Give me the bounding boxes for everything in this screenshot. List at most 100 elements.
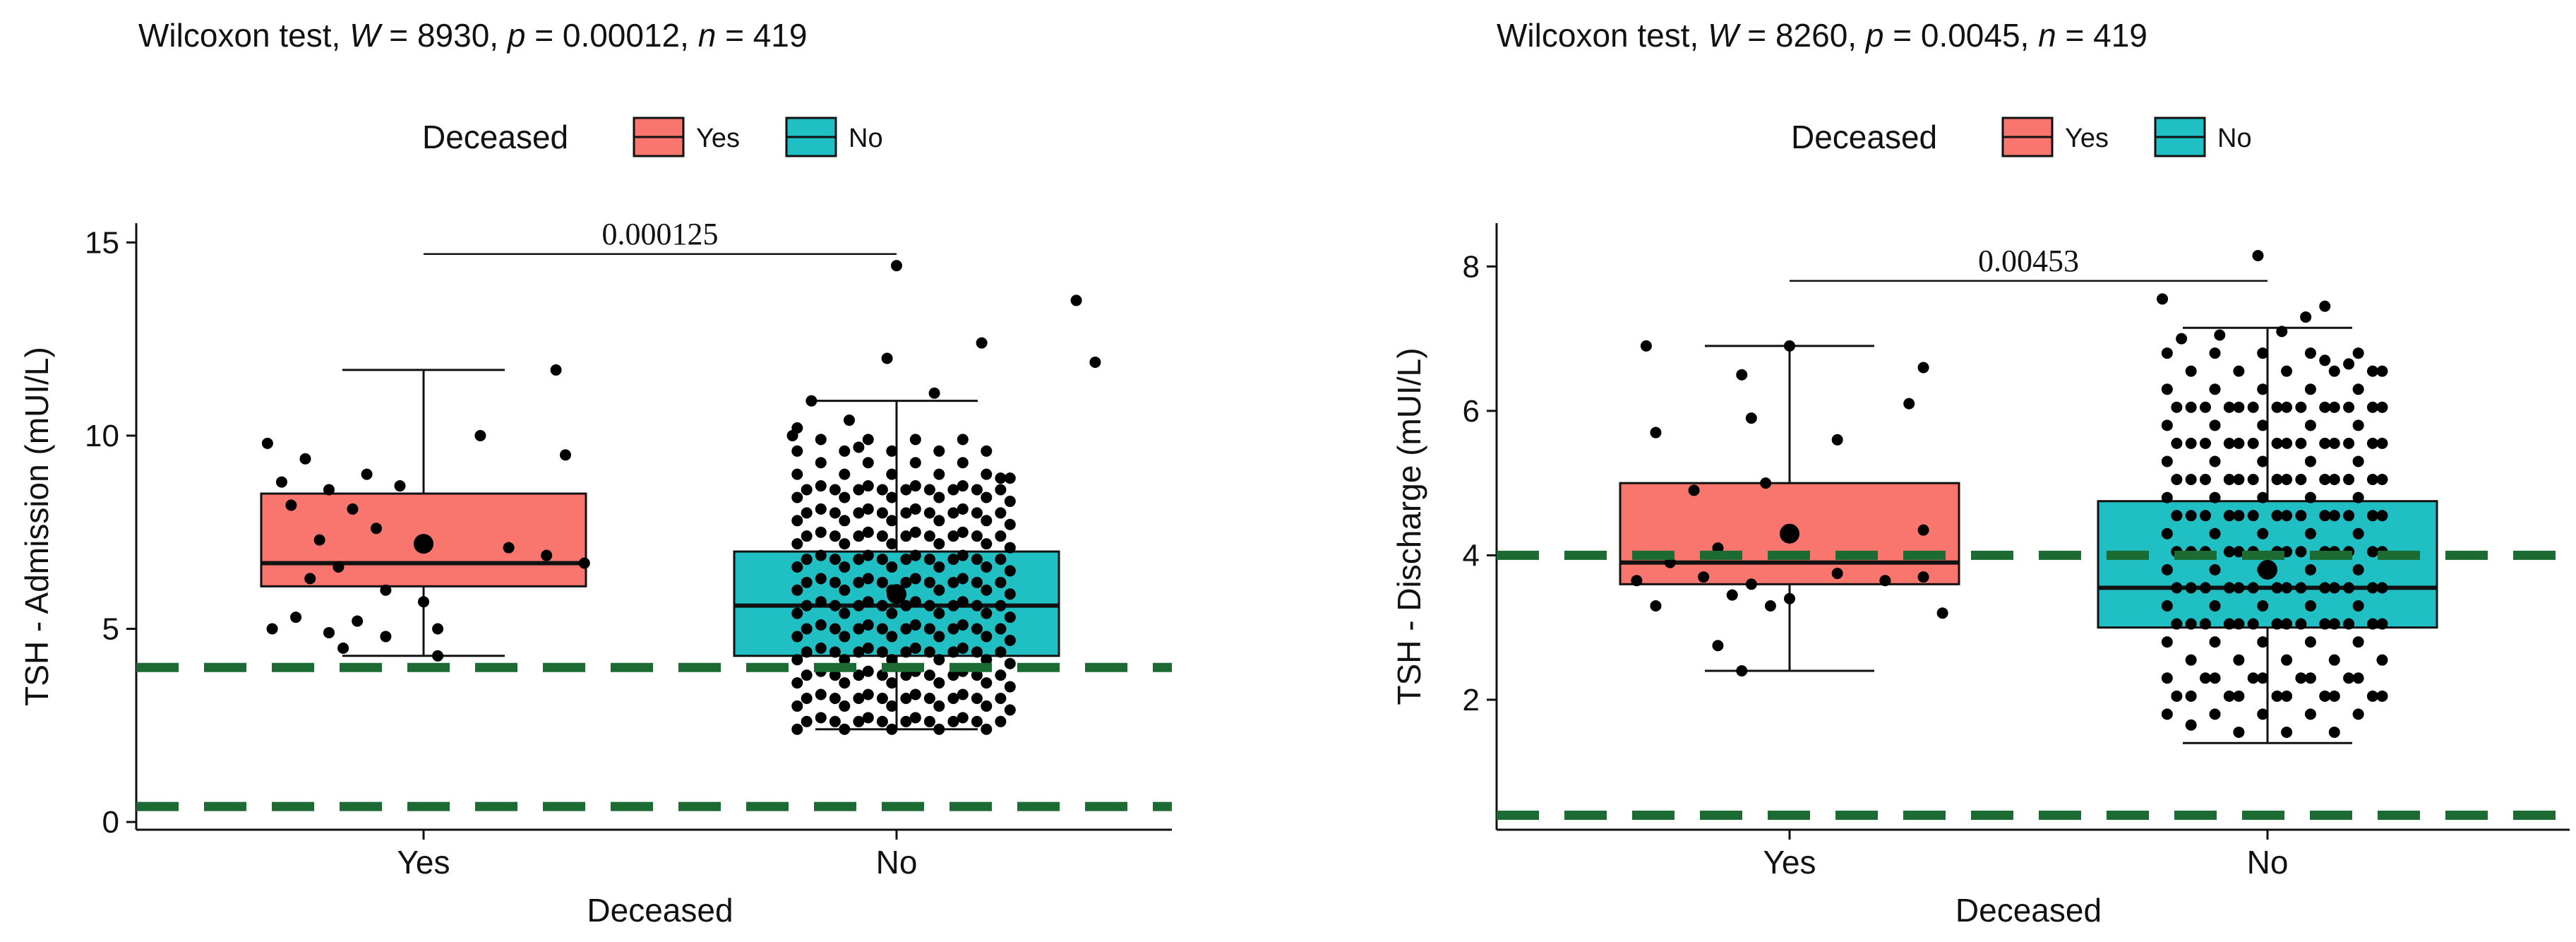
data-point	[933, 515, 945, 527]
data-point	[876, 554, 888, 566]
data-point	[815, 688, 827, 700]
data-point	[981, 584, 993, 596]
data-point	[2161, 491, 2173, 503]
data-point	[1784, 592, 1795, 604]
data-point	[791, 445, 803, 457]
data-point	[2271, 510, 2283, 522]
data-point	[2328, 618, 2340, 630]
data-point	[976, 337, 988, 349]
data-point	[2171, 474, 2183, 486]
data-point	[900, 669, 912, 681]
data-point	[981, 515, 993, 527]
chart-title: Wilcoxon test, W = 8930, p = 0.00012, n …	[138, 17, 807, 54]
data-point	[791, 422, 803, 434]
data-point	[839, 584, 851, 596]
mean-point-no	[2258, 559, 2277, 580]
data-point	[1004, 634, 1016, 646]
data-point	[957, 573, 969, 585]
data-point	[2161, 636, 2173, 648]
data-point	[2161, 708, 2173, 720]
data-point	[886, 491, 898, 503]
data-point	[933, 654, 945, 666]
data-point	[957, 596, 969, 608]
title-part: = 419	[716, 17, 807, 54]
data-point	[853, 441, 865, 453]
data-point	[853, 600, 865, 612]
data-point	[2343, 582, 2355, 594]
data-point	[2295, 546, 2307, 558]
data-point	[2209, 383, 2221, 395]
data-point	[2366, 365, 2378, 377]
data-point	[2223, 437, 2235, 449]
data-point	[791, 515, 803, 527]
data-point	[2247, 401, 2259, 413]
data-point	[1650, 427, 1662, 439]
data-point	[2257, 527, 2269, 539]
x-axis-label: Deceased	[587, 892, 733, 929]
data-point	[2233, 582, 2245, 594]
data-point	[957, 549, 969, 561]
data-point	[2281, 437, 2293, 449]
data-point	[971, 554, 983, 566]
data-point	[876, 530, 888, 542]
data-point	[2319, 510, 2331, 522]
data-point	[1640, 340, 1652, 352]
data-point	[2328, 474, 2340, 486]
data-point	[2271, 474, 2283, 486]
data-point	[923, 646, 935, 658]
data-point	[957, 526, 969, 538]
data-point	[361, 468, 373, 480]
data-point	[981, 654, 993, 666]
data-point	[1688, 484, 1700, 496]
data-point	[876, 507, 888, 519]
legend-label-yes: Yes	[2065, 124, 2109, 153]
data-point	[2271, 690, 2283, 702]
data-point	[947, 715, 959, 727]
data-point	[261, 437, 273, 449]
data-point	[2352, 491, 2364, 503]
data-point	[578, 557, 590, 569]
data-point	[2366, 437, 2378, 449]
data-point	[933, 607, 945, 619]
data-point	[2343, 358, 2355, 370]
data-point	[923, 715, 935, 727]
data-point	[862, 549, 874, 561]
data-point	[2271, 437, 2283, 449]
data-point	[2171, 510, 2183, 522]
data-point	[853, 623, 865, 635]
title-part: = 419	[2056, 17, 2147, 54]
box-yes	[260, 369, 587, 657]
data-point	[2281, 365, 2293, 377]
data-point	[1004, 542, 1016, 554]
data-point	[304, 573, 316, 585]
title-part: Wilcoxon test,	[1497, 17, 1708, 54]
data-point	[853, 576, 865, 588]
data-point	[829, 507, 841, 519]
data-point	[2233, 437, 2245, 449]
data-point	[923, 576, 935, 588]
data-point	[886, 561, 898, 573]
data-point	[1831, 567, 1843, 579]
data-point	[801, 530, 813, 542]
data-point	[2352, 455, 2364, 467]
data-point	[2343, 401, 2355, 413]
data-point	[2295, 582, 2307, 594]
data-point	[2304, 527, 2316, 539]
data-point	[801, 484, 813, 496]
data-point	[957, 619, 969, 631]
data-point	[900, 692, 912, 704]
legend-title: Deceased	[1791, 119, 1937, 155]
data-point	[791, 491, 803, 503]
data-point	[853, 715, 865, 727]
data-point	[801, 669, 813, 681]
data-point	[2352, 708, 2364, 720]
data-point	[2233, 401, 2245, 413]
data-point	[971, 646, 983, 658]
data-point	[900, 554, 912, 566]
data-point	[876, 484, 888, 496]
data-point	[1917, 362, 1929, 374]
data-point	[909, 434, 921, 446]
data-point	[2304, 600, 2316, 612]
data-point	[900, 484, 912, 496]
data-point	[2209, 347, 2221, 359]
